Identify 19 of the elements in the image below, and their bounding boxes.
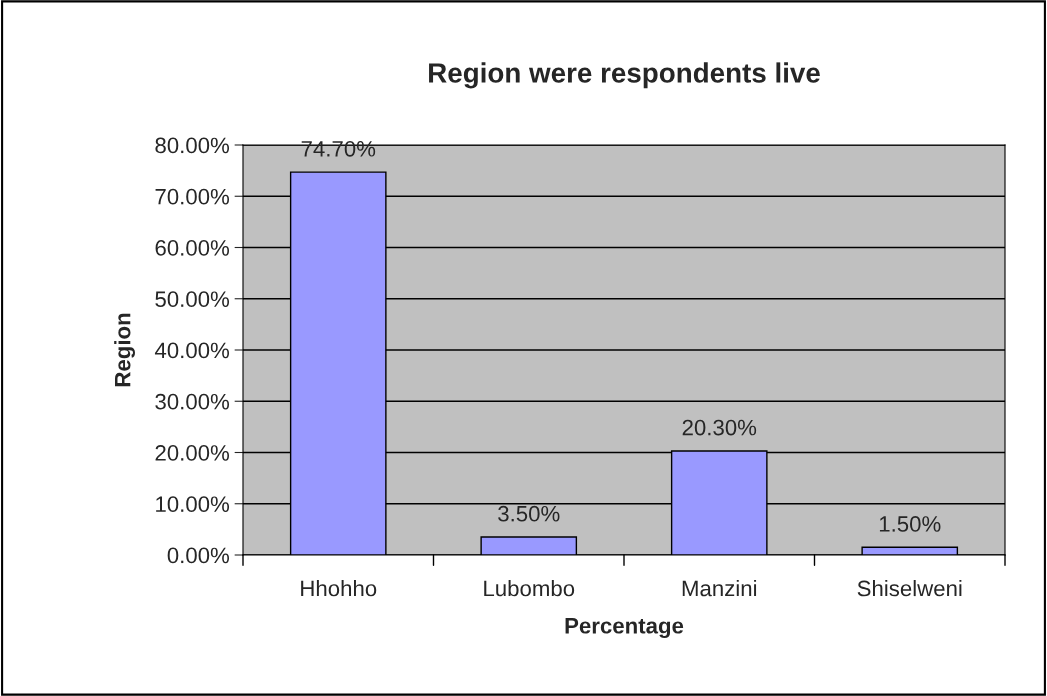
x-tick-label: Lubombo (484, 580, 575, 597)
data-label: 20.30% (682, 419, 757, 436)
y-axis-title: Region (114, 313, 135, 387)
chart-title: Region were respondents live (429, 62, 820, 89)
x-tick-label: Manzini (682, 580, 757, 597)
y-tick-label: 10.00% (156, 496, 230, 513)
y-tick-label: 20.00% (155, 445, 230, 461)
data-label: 3.50% (498, 505, 560, 522)
y-tick-label: 0.00% (167, 547, 230, 564)
y-tick-label: 40.00% (154, 342, 230, 359)
data-label: 1.50% (879, 516, 941, 532)
y-tick-label: 30.00% (155, 393, 230, 410)
x-tick-label: Shiselweni (857, 580, 962, 597)
y-tick-label: 70.00% (155, 188, 230, 205)
x-tick-label: Hhohho (301, 580, 377, 597)
y-tick-label: 50.00% (155, 291, 230, 308)
x-axis-title: Percentage (565, 618, 684, 639)
y-tick-label: 80.00% (155, 137, 230, 154)
y-tick-label: 60.00% (155, 240, 230, 256)
